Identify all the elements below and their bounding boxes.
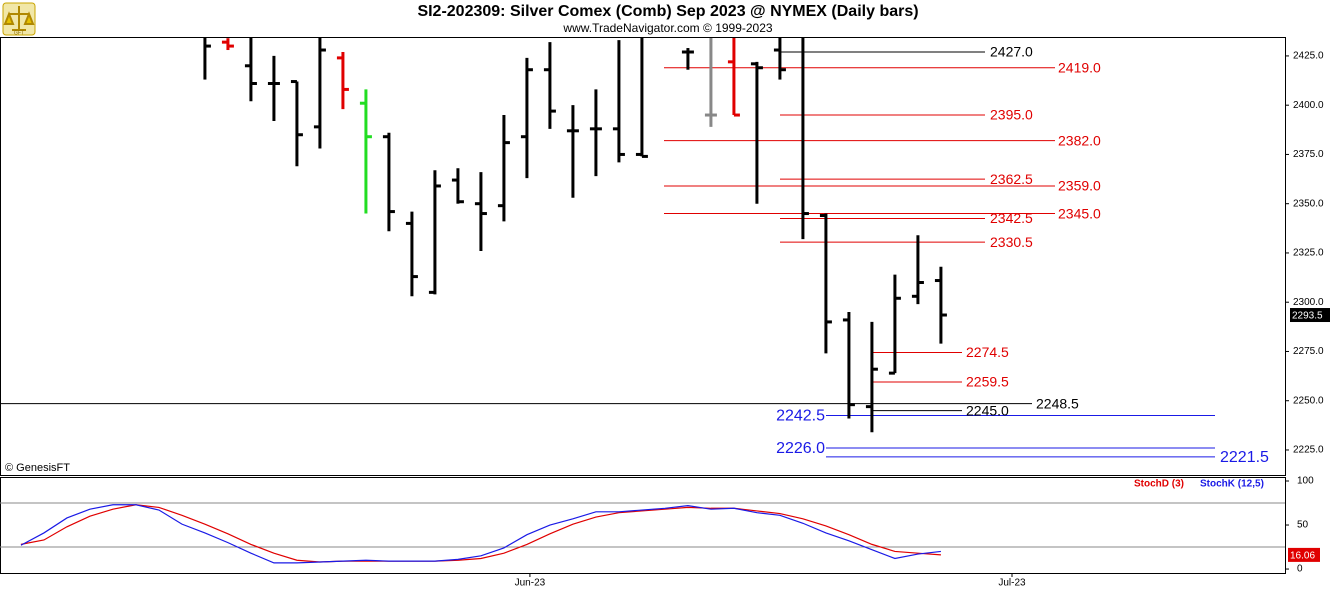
level-label: 2245.0: [966, 402, 1009, 418]
legend-entry: StochD (3): [1134, 479, 1184, 490]
y-tick-label: 50: [1297, 520, 1309, 531]
level-label: 2419.0: [1058, 59, 1101, 75]
y-tick-label: 2375.0: [1293, 149, 1324, 160]
last-price-box: [1290, 308, 1330, 323]
stoch-plot: [0, 502, 1285, 564]
y-tick-label: 2275.0: [1293, 346, 1324, 357]
y-tick-label: 100: [1297, 476, 1314, 487]
level-label: 2242.5: [776, 408, 825, 425]
level-label: 2342.5: [990, 210, 1033, 226]
level-label: 2382.0: [1058, 132, 1101, 148]
price-frame: [0, 37, 1286, 476]
level-label: 2359.0: [1058, 178, 1101, 194]
stoch-line: [20, 504, 941, 564]
stoch-line: [20, 504, 941, 563]
level-label: 2330.5: [990, 234, 1033, 250]
y-tick-label: 0: [1297, 564, 1303, 575]
x-tick-label: Jul-23: [998, 578, 1026, 589]
level-label: 2362.5: [990, 171, 1033, 187]
y-tick-label: 2250.0: [1293, 395, 1324, 406]
y-tick-label: 2300.0: [1293, 297, 1324, 308]
logo-text: GFT: [14, 30, 24, 36]
y-tick-label: 2325.0: [1293, 248, 1324, 259]
last-value-label: 16.06: [1290, 551, 1315, 562]
y-tick-label: 2225.0: [1293, 445, 1324, 456]
overlay: 2225.0 2250.0 2275.0 2300.0 2325.0 2350.0 2375…: [515, 44, 1330, 589]
level-label: 2395.0: [990, 107, 1033, 123]
y-tick-label: 2400.0: [1293, 100, 1324, 111]
price-plot: [0, 38, 1215, 458]
level-label: 2427.0: [990, 44, 1033, 60]
level-label: 2259.5: [966, 374, 1009, 390]
chart-subtitle: www.TradeNavigator.com © 1999-2023: [562, 21, 772, 35]
level-label: 2248.5: [1036, 395, 1079, 411]
last-value-box: [1288, 547, 1320, 562]
logo: GFT: [2, 2, 36, 36]
chart-title: SI2-202309: Silver Comex (Comb) Sep 2023…: [417, 3, 918, 20]
last-price-label: 2293.5: [1292, 311, 1323, 322]
level-label: 2226.0: [776, 440, 825, 457]
y-tick-label: 2425.0: [1293, 51, 1324, 62]
level-label: 2274.5: [966, 344, 1009, 360]
legend-entry: StochK (12,5): [1200, 479, 1264, 490]
level-label: 2345.0: [1058, 205, 1101, 221]
x-tick-label: Jun-23: [515, 578, 546, 589]
y-tick-label: 2350.0: [1293, 198, 1324, 209]
source: © GenesisFT: [5, 462, 70, 474]
level-label: 2221.5: [1220, 449, 1269, 466]
